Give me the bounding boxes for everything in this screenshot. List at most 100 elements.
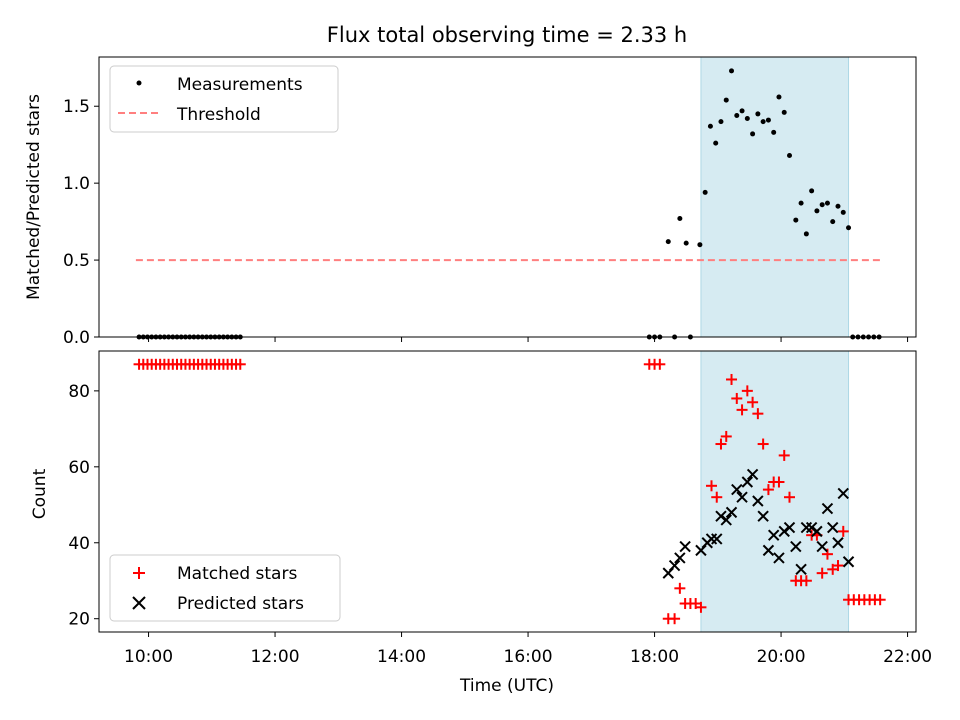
x-tick-label: 16:00 [504,647,553,667]
matched-star-point [773,476,785,488]
matched-star-point [654,358,666,370]
matched-stars-series [133,358,886,625]
predicted-star-point [778,525,790,538]
y-tick-label: 40 [68,534,90,554]
y-tick-label: 0.0 [63,328,90,348]
matched-star-point [741,385,753,397]
predicted-star-point [762,544,775,557]
measurement-point [665,239,671,245]
legend-label-predicted: Predicted stars [177,594,304,614]
y-tick-label: 1.0 [63,174,90,194]
predicted-star-point [790,540,802,553]
legend-x-icon [132,596,146,610]
bottom-y-ticks: 20 40 60 80 [68,382,99,630]
measurement-point [702,189,708,195]
measurement-point [729,68,735,74]
measurement-point [830,219,836,225]
x-tick-label: 12:00 [251,647,300,667]
x-tick-label: 18:00 [630,647,679,667]
observing-window-highlight [700,350,850,633]
predicted-star-point [805,521,818,534]
bottom-panel: 20 40 60 80 10:00 12:00 14:00 16:00 18:00 20:00 2… [30,350,932,696]
matched-star-point [720,430,732,442]
matched-star-point [747,396,759,408]
measurement-point [809,188,815,194]
bottom-y-axis-label: Count [30,468,50,519]
matched-star-point [234,358,246,370]
matched-star-point [832,560,844,572]
predicted-stars-series [662,468,855,579]
measurement-point [755,111,761,117]
predicted-star-point [741,476,754,488]
predicted-star-point [773,552,785,564]
predicted-star-point [725,506,738,519]
predicted-star-point [816,540,828,553]
predicted-star-point [731,483,743,496]
matched-star-point [669,613,681,625]
measurement-point [793,217,799,223]
predicted-star-point [827,521,839,534]
measurement-point [739,108,745,114]
top-x-ticks [148,337,909,342]
y-tick-label: 80 [68,382,90,402]
predicted-star-point [811,525,823,538]
matched-star-point [711,491,723,503]
predicted-star-point [715,510,727,522]
matched-star-point [762,484,774,496]
measurement-point [760,119,766,125]
predicted-star-point [668,559,681,572]
measurement-point [846,225,852,231]
bottom-legend: Matched stars Predicted stars [109,554,341,622]
predicted-star-point [783,521,796,534]
matched-star-point [778,449,790,461]
matched-star-point [726,373,738,385]
measurement-point [744,116,750,122]
measurement-point [771,129,777,135]
predicted-star-point [837,487,849,500]
x-tick-label: 10:00 [124,647,173,667]
legend-label-measurements: Measurements [177,75,303,95]
x-tick-label: 22:00 [883,647,932,667]
predicted-star-point [832,537,844,549]
matched-star-point [695,601,707,613]
measurement-point [819,202,825,208]
highlight-span [700,56,850,338]
matched-star-point [837,525,849,537]
predicted-star-point [746,468,759,481]
measurement-point [765,117,771,123]
predicted-star-point [679,540,691,553]
predicted-star-point [736,491,748,503]
predicted-star-point [752,495,764,507]
measurement-point [803,231,809,237]
legend-box [109,65,339,133]
highlight-span [700,350,850,633]
matched-star-point [752,408,764,420]
chart-title: Flux total observing time = 2.33 h [327,23,687,47]
measurement-point [707,123,713,129]
legend-plus-icon [133,567,145,579]
measurement-point [840,209,846,215]
measurement-point [677,216,683,222]
measurement-point [824,200,830,206]
measurement-point [718,119,724,125]
x-tick-label: 14:00 [377,647,426,667]
measurement-point [697,242,703,248]
matched-star-point [736,404,748,416]
x-tick-label: 20:00 [757,647,806,667]
y-tick-label: 1.5 [63,97,90,117]
predicted-star-point [720,514,732,526]
measurement-point [713,140,719,146]
measurement-point [750,131,756,137]
predicted-star-point [795,563,807,576]
predicted-star-point [821,502,834,515]
top-legend: Measurements Threshold [109,65,339,133]
measurement-point [734,112,740,118]
measurement-point [835,203,841,209]
legend-box [109,554,341,622]
measurement-point [781,109,787,115]
bottom-axes-frame [98,350,917,633]
matched-star-point [800,575,812,587]
matched-star-point [757,438,769,450]
legend-label-matched: Matched stars [177,564,297,584]
